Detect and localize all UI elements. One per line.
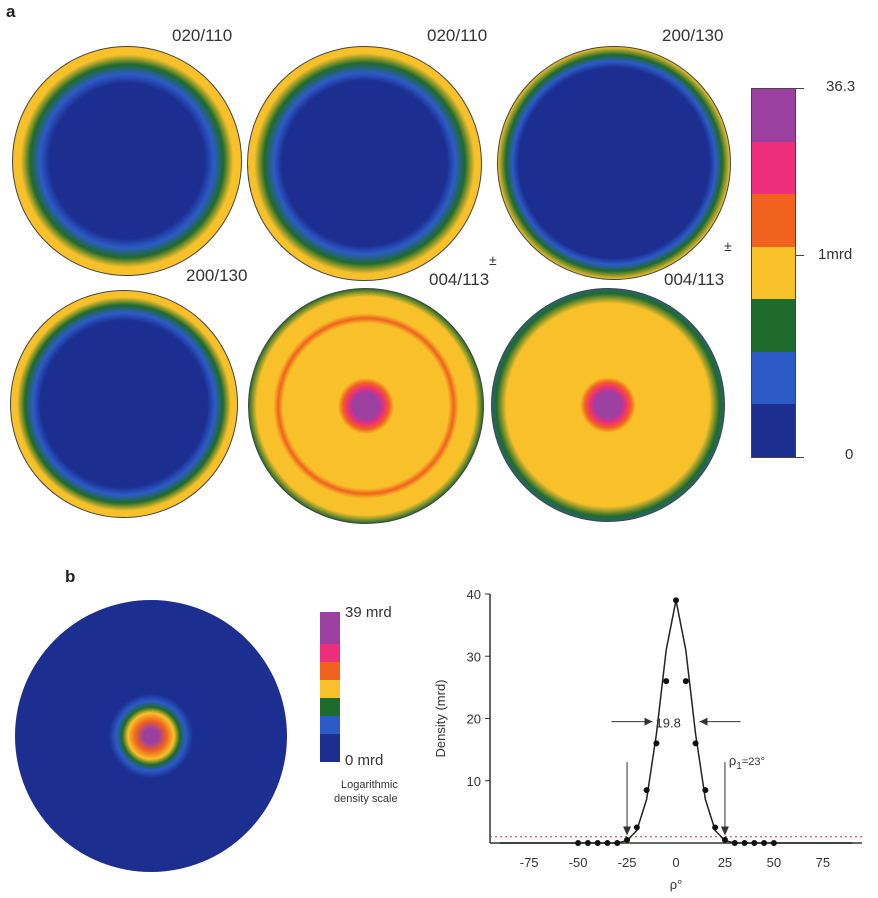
data-point bbox=[731, 840, 738, 846]
scale-b-max: 39 mrd bbox=[345, 604, 392, 621]
scale-swatch bbox=[752, 246, 795, 300]
color-scale-bar-b bbox=[320, 612, 340, 762]
scale-swatch bbox=[320, 733, 340, 762]
scale-swatch bbox=[752, 404, 795, 457]
rho-arrowhead bbox=[720, 826, 729, 836]
panel-a-letter: a bbox=[6, 2, 16, 21]
data-point bbox=[663, 678, 670, 685]
pole-figure-label: 020/110 bbox=[172, 26, 233, 45]
y-tick-label: 20 bbox=[467, 712, 481, 727]
scale-swatch bbox=[752, 89, 795, 142]
pole-figure-2 bbox=[247, 46, 482, 281]
scale-mid-label: 1mrd bbox=[818, 246, 853, 263]
scale-min-label: 0 bbox=[845, 446, 854, 463]
scale-max-label: 36.3 bbox=[826, 78, 856, 95]
data-point bbox=[614, 840, 621, 846]
fwhm-arrowhead-right bbox=[699, 717, 708, 726]
data-point bbox=[712, 824, 719, 831]
scale-tick bbox=[796, 255, 804, 256]
data-point bbox=[721, 836, 728, 843]
x-tick-label: -50 bbox=[569, 855, 588, 870]
plus-minus-mark: ± bbox=[489, 252, 497, 268]
y-tick-label: 30 bbox=[467, 649, 481, 664]
scale-swatch bbox=[320, 643, 340, 662]
data-point bbox=[702, 787, 709, 794]
pole-figure-b bbox=[15, 600, 287, 872]
scale-swatch bbox=[320, 679, 340, 698]
scale-b-min: 0 mrd bbox=[345, 752, 384, 769]
data-point bbox=[584, 840, 591, 846]
data-point bbox=[624, 836, 631, 843]
data-point bbox=[643, 787, 650, 794]
panel-b-letter: b bbox=[65, 567, 76, 586]
y-tick-label: 40 bbox=[467, 587, 481, 602]
data-point bbox=[604, 840, 611, 846]
pole-figure-1 bbox=[12, 46, 242, 276]
y-axis-label: Density (mrd) bbox=[433, 679, 448, 757]
data-point bbox=[751, 840, 758, 846]
x-tick-label: 50 bbox=[767, 855, 781, 870]
pole-figure-label: 200/130 bbox=[662, 26, 724, 45]
data-point bbox=[770, 840, 777, 846]
scale-swatch bbox=[320, 697, 340, 716]
x-tick-label: 25 bbox=[718, 855, 732, 870]
x-tick-label: -75 bbox=[520, 855, 539, 870]
data-point bbox=[761, 840, 768, 846]
scale-tick bbox=[796, 457, 804, 458]
scale-swatch bbox=[752, 351, 795, 405]
pole-figure-label: 004/113 bbox=[429, 270, 490, 289]
scale-b-caption-1: Logarithmic bbox=[341, 779, 398, 791]
pole-figure-4 bbox=[10, 290, 238, 518]
plus-minus-mark: ± bbox=[724, 238, 732, 254]
pole-figure-label: 200/130 bbox=[186, 266, 248, 285]
pole-figure-label: 020/110 bbox=[427, 26, 488, 45]
x-tick-label: -25 bbox=[618, 855, 637, 870]
data-point bbox=[594, 840, 601, 846]
pole-figure-3 bbox=[497, 46, 731, 280]
data-point bbox=[673, 597, 679, 604]
color-scale-bar-a bbox=[751, 88, 796, 458]
scale-swatch bbox=[320, 661, 340, 680]
y-tick-label: 10 bbox=[467, 774, 481, 789]
scale-swatch bbox=[320, 612, 340, 644]
rho-arrowhead bbox=[623, 826, 632, 836]
scale-b-caption-2: density scale bbox=[334, 793, 398, 805]
pole-figure-5 bbox=[248, 288, 484, 524]
fwhm-label: 19.8 bbox=[656, 716, 681, 731]
scale-swatch bbox=[752, 141, 795, 195]
data-point bbox=[633, 824, 640, 831]
x-tick-label: 75 bbox=[816, 855, 830, 870]
scale-tick bbox=[796, 88, 804, 89]
scale-swatch bbox=[752, 194, 795, 247]
rho1-label: ρ1=23° bbox=[729, 753, 765, 772]
data-point bbox=[653, 740, 660, 747]
data-point bbox=[682, 678, 689, 685]
scale-swatch bbox=[752, 299, 795, 352]
data-point bbox=[575, 840, 582, 846]
x-axis-label: ρ° bbox=[670, 877, 683, 892]
scale-swatch bbox=[320, 715, 340, 734]
x-tick-label: 0 bbox=[672, 855, 679, 870]
data-point bbox=[692, 740, 699, 747]
pole-figure-label: 004/113 bbox=[664, 270, 725, 289]
fwhm-arrowhead-left bbox=[644, 717, 653, 726]
pole-figure-6 bbox=[491, 288, 725, 522]
data-point bbox=[741, 840, 748, 846]
